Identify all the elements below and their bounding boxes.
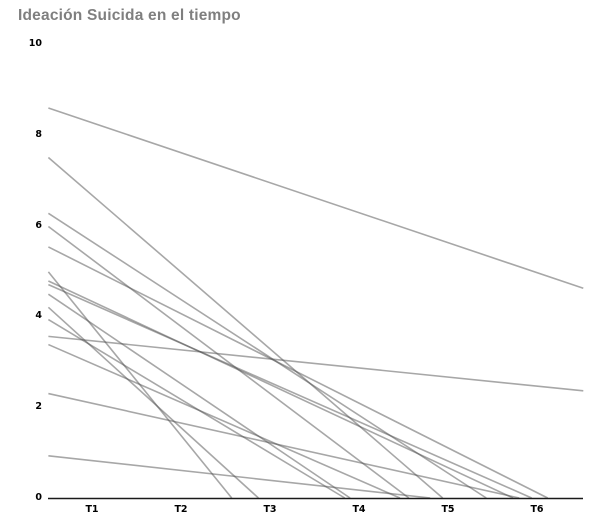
trajectory-08-line	[48, 283, 532, 499]
x-tick-label-T1: T1	[85, 504, 99, 515]
y-tick-label-8: 8	[35, 128, 42, 140]
x-tick-label-T4: T4	[352, 504, 366, 515]
y-tick-label-0: 0	[35, 492, 42, 503]
y-tick-label-2: 2	[35, 401, 42, 413]
trajectory-07-line	[48, 280, 514, 499]
trajectory-15-line	[48, 454, 431, 499]
x-tick-label-T6: T6	[530, 504, 544, 515]
trajectory-14-line	[48, 392, 520, 499]
trajectory-13-line	[48, 343, 401, 499]
chart-title: Ideación Suicida en el tiempo	[18, 7, 241, 24]
trajectory-01-line	[48, 107, 584, 290]
y-tick-label-6: 6	[35, 219, 42, 231]
x-tick-label-T2: T2	[174, 504, 188, 515]
trajectory-09-line	[47, 293, 351, 499]
y-tick-label-10: 10	[28, 38, 42, 49]
y-tick-label-4: 4	[35, 310, 42, 322]
trajectory-10-line	[47, 306, 259, 499]
trajectory-12-line	[48, 335, 584, 392]
x-tick-label-T3: T3	[263, 504, 277, 515]
trajectory-02-line	[47, 156, 444, 499]
trajectory-04-line	[47, 225, 410, 499]
x-tick-label-T5: T5	[441, 504, 455, 515]
trajectory-05-line	[48, 246, 549, 499]
